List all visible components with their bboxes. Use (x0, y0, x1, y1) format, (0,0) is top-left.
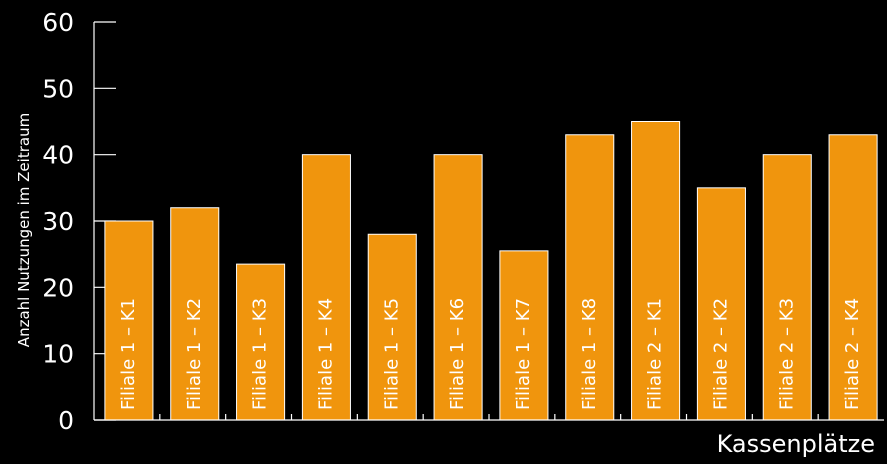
x-tick-label: Filiale 1 – K5 (381, 298, 402, 410)
bar (828, 134, 878, 421)
x-tick-label: Filiale 2 – K3 (776, 298, 797, 410)
x-tick-label: Filiale 1 – K8 (579, 298, 600, 410)
bar (367, 233, 417, 421)
x-tick-label: Filiale 2 – K4 (842, 298, 863, 410)
x-tick-label: Filiale 1 – K3 (250, 298, 271, 410)
x-axis (94, 414, 884, 421)
bar (236, 263, 286, 421)
y-tick-label: 40 (42, 141, 74, 170)
y-tick-label: 0 (58, 406, 74, 435)
bar (631, 121, 681, 421)
x-tick-label: Filiale 2 – K2 (710, 298, 731, 410)
bar (433, 154, 483, 421)
y-tick-label: 10 (42, 340, 74, 369)
bars: Filiale 1 – K1 Filiale 1 – K2 Filiale 1 – … (104, 121, 878, 421)
x-axis-label: Kassenplätze (716, 430, 875, 458)
bar (499, 250, 549, 421)
bar (170, 207, 220, 421)
x-tick-label: Filiale 1 – K7 (513, 298, 534, 410)
bar (104, 220, 154, 421)
x-tick-label: Filiale 1 – K2 (184, 298, 205, 410)
bar (696, 187, 746, 421)
bar (565, 134, 615, 421)
y-axis-label: Anzahl Nutzungen im Zeitraum (15, 112, 33, 348)
y-tick-label: 20 (42, 273, 74, 302)
x-tick-label: Filiale 2 – K1 (645, 298, 666, 410)
x-tick-label: Filiale 1 – K4 (315, 298, 336, 410)
bar (762, 154, 812, 421)
y-tick-label: 30 (42, 207, 74, 236)
y-tick-label: 60 (42, 8, 74, 37)
x-tick-label: Filiale 1 – K1 (118, 298, 139, 410)
x-tick-label: Filiale 1 – K6 (447, 298, 468, 410)
y-tick-label: 50 (42, 74, 74, 103)
